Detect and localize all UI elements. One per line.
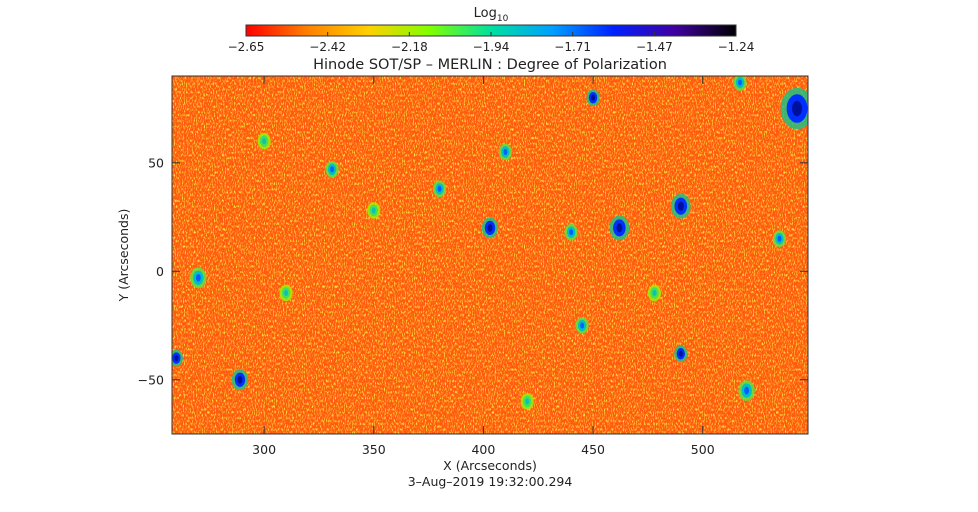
x-tick-label: 500 [691,442,715,457]
polarization-patch [481,217,499,239]
polarization-patch [432,180,447,198]
heatmap-area [172,76,808,434]
x-tick-label: 400 [471,442,495,457]
polarization-patch [257,132,271,150]
polarization-patch [575,317,589,334]
colorbar-label: Log10 [474,6,509,24]
heatmap-features [172,76,808,410]
x-tick-label: 300 [252,442,276,457]
y-axis-label: Y (Arcseconds) [116,209,131,303]
polarization-patch [733,76,747,91]
colorbar-tick-label: −1.71 [554,40,591,54]
polarization-patch [231,369,249,391]
polarization-patch [190,267,207,289]
y-tick-label: 0 [156,264,164,279]
polarization-patch [279,284,293,302]
x-axis-label: X (Arcseconds) [443,458,537,473]
colorbar-tick-label: −1.47 [636,40,673,54]
polarization-patch [609,215,630,241]
timestamp: 3–Aug–2019 19:32:00.294 [408,474,573,489]
polarization-patch [780,87,808,130]
polarization-patch [172,349,183,367]
colorbar-tick-label: −2.42 [309,40,346,54]
y-axis-ticks: 50 0 −50 [138,155,808,387]
chart-title: Hinode SOT/SP – MERLIN : Degree of Polar… [313,57,667,73]
polarization-patch [520,393,534,410]
colorbar-label-main: Log [474,6,497,21]
polarization-patch [367,202,381,219]
x-tick-label: 350 [362,442,386,457]
colorbar-tick-label: −2.65 [228,40,265,54]
plot-frame [171,75,809,435]
polarization-patch [670,193,691,219]
colorbar-label-subscript: 10 [497,14,509,24]
polarization-patch [674,345,688,363]
polarization-patch [772,230,787,248]
polarization-patch [586,89,600,107]
polarization-patch [564,223,578,241]
polarization-patch [647,284,662,302]
y-tick-label: 50 [148,155,164,170]
x-tick-label: 450 [581,442,605,457]
polarization-patch [498,143,512,161]
polarization-patch [738,380,755,402]
colorbar-tick-label: −1.94 [473,40,510,54]
y-tick-label: −50 [138,372,164,387]
polarization-patch [325,160,339,178]
colorbar-tick-label: −1.24 [718,40,755,54]
colorbar-tick-label: −2.18 [391,40,428,54]
heatmap-texture [172,76,808,434]
colorbar-ticks: −2.65 −2.42 −2.18 −1.94 −1.71 −1.47 −1.24 [228,32,755,54]
x-axis-ticks: 300 350 400 450 500 [252,76,715,457]
